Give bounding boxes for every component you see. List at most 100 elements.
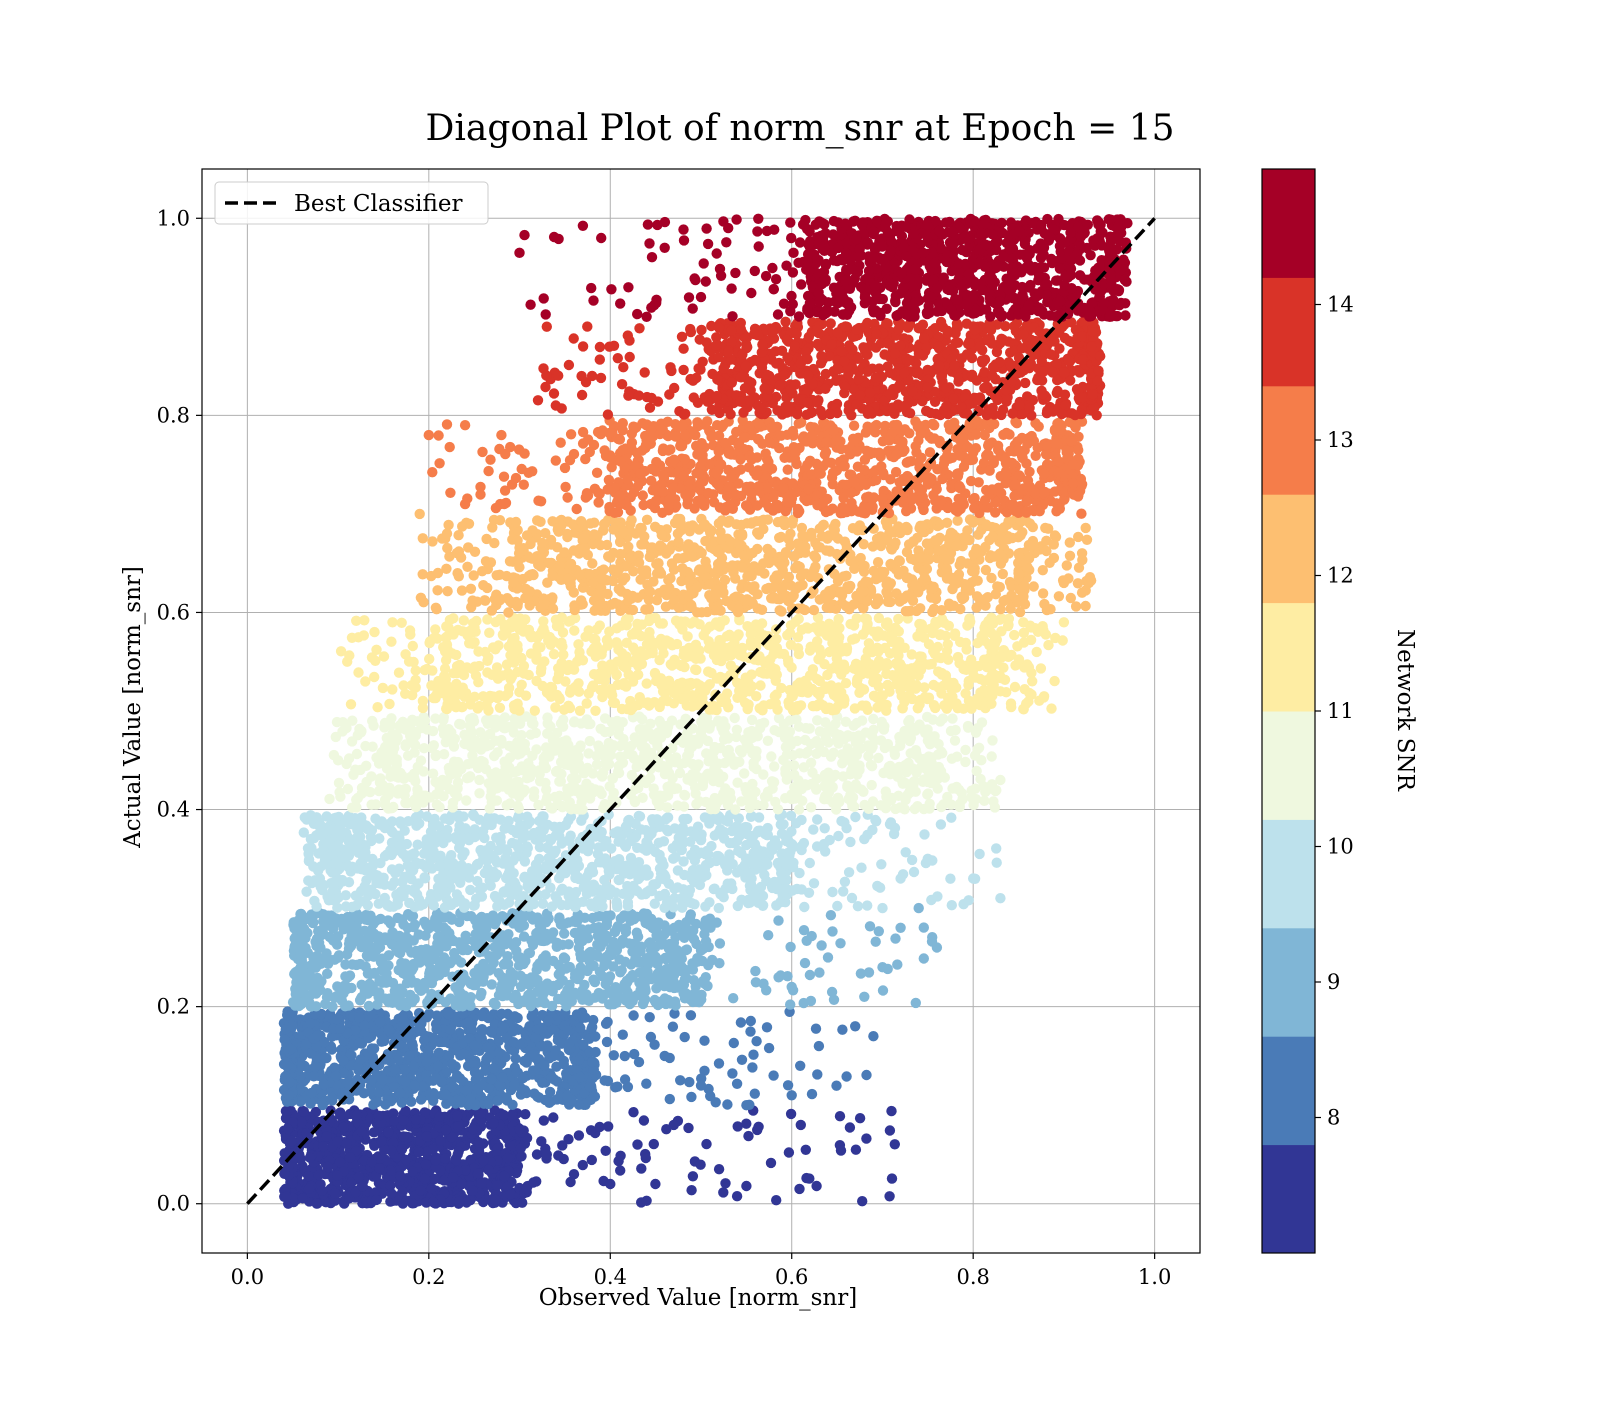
scatter-point — [474, 1069, 484, 1079]
scatter-point — [345, 846, 355, 856]
scatter-point — [446, 900, 456, 910]
scatter-point — [344, 939, 354, 949]
scatter-point — [714, 958, 724, 968]
scatter-point — [777, 828, 787, 838]
scatter-point — [605, 910, 615, 920]
scatter-point — [492, 869, 502, 879]
scatter-point — [441, 887, 451, 897]
scatter-point — [577, 995, 587, 1005]
scatter-point — [629, 1049, 639, 1059]
scatter-point — [547, 1001, 557, 1011]
scatter-point — [332, 1170, 342, 1180]
scatter-point — [440, 1037, 450, 1047]
scatter-point — [287, 1136, 297, 1146]
scatter-point — [700, 901, 710, 911]
scatter-point — [308, 918, 318, 928]
scatter-point — [473, 859, 483, 869]
scatter-point — [448, 1172, 458, 1182]
scatter-point — [646, 829, 656, 839]
scatter-point — [378, 1034, 388, 1044]
scatter-point — [356, 864, 366, 874]
scatter-point — [641, 864, 651, 874]
scatter-point — [649, 1139, 659, 1149]
scatter-point — [688, 1171, 698, 1181]
scatter-point — [807, 1089, 817, 1099]
scatter-point — [608, 937, 618, 947]
scatter-point — [614, 875, 624, 885]
scatter-point — [665, 925, 675, 935]
scatter-point — [506, 1189, 516, 1199]
scatter-point — [332, 1137, 342, 1147]
scatter-point — [351, 891, 361, 901]
scatter-point — [936, 819, 946, 829]
scatter-point — [727, 1068, 737, 1078]
scatter-point — [518, 1073, 528, 1083]
scatter-point — [740, 860, 750, 870]
scatter-point — [692, 831, 702, 841]
scatter-point — [703, 960, 713, 970]
scatter-point — [514, 995, 524, 1005]
scatter-point — [861, 1070, 871, 1080]
scatter-point — [344, 835, 354, 845]
scatter-point — [746, 879, 756, 889]
scatter-point — [436, 1076, 446, 1086]
scatter-point — [332, 1014, 342, 1024]
scatter-point — [355, 1054, 365, 1064]
scatter-point — [489, 1063, 499, 1073]
scatter-point — [718, 1187, 728, 1197]
scatter-point — [688, 965, 698, 975]
scatter-point — [497, 1072, 507, 1082]
scatter-point — [699, 921, 709, 931]
scatter-point — [364, 979, 374, 989]
scatter-point — [859, 834, 869, 844]
scatter-point — [519, 1056, 529, 1066]
scatter-point — [660, 1051, 670, 1061]
scatter-point — [411, 1115, 421, 1125]
scatter-point — [544, 1098, 554, 1108]
scatter-point — [300, 812, 310, 822]
scatter-point — [654, 838, 664, 848]
scatter-point — [399, 872, 409, 882]
scatter-point — [736, 1017, 746, 1027]
scatter-point — [586, 898, 596, 908]
scatter-point — [345, 970, 355, 980]
scatter-point — [654, 850, 664, 860]
scatter-point — [892, 959, 902, 969]
scatter-point — [812, 814, 822, 824]
scatter-point — [714, 903, 724, 913]
scatter-point — [389, 1116, 399, 1126]
scatter-point — [416, 755, 426, 765]
scatter-point — [796, 815, 806, 825]
scatter-point — [354, 1012, 364, 1022]
scatter-point — [329, 913, 339, 923]
scatter-point — [588, 913, 598, 923]
scatter-point — [691, 799, 701, 809]
scatter-point — [804, 888, 814, 898]
scatter-point — [372, 1097, 382, 1107]
scatter-point — [563, 836, 573, 846]
scatter-point — [732, 1191, 742, 1201]
scatter-point — [690, 855, 700, 865]
scatter-point — [423, 923, 433, 933]
scatter-point — [517, 1198, 527, 1208]
scatter-point — [862, 900, 872, 910]
scatter-point — [474, 775, 484, 785]
scatter-point — [436, 941, 446, 951]
scatter-point — [738, 823, 748, 833]
scatter-point — [727, 826, 737, 836]
scatter-point — [292, 967, 302, 977]
scatter-point — [559, 928, 569, 938]
scatter-point — [435, 1111, 445, 1121]
scatter-point — [639, 908, 649, 918]
scatter-point — [879, 724, 889, 734]
scatter-point — [635, 811, 645, 821]
scatter-point — [590, 977, 600, 987]
scatter-point — [327, 1001, 337, 1011]
scatter-point — [367, 1043, 377, 1053]
scatter-point — [357, 818, 367, 828]
scatter-point — [747, 1062, 757, 1072]
scatter-point — [741, 1119, 751, 1129]
scatter-point — [299, 1106, 309, 1116]
scatter-point — [369, 968, 379, 978]
